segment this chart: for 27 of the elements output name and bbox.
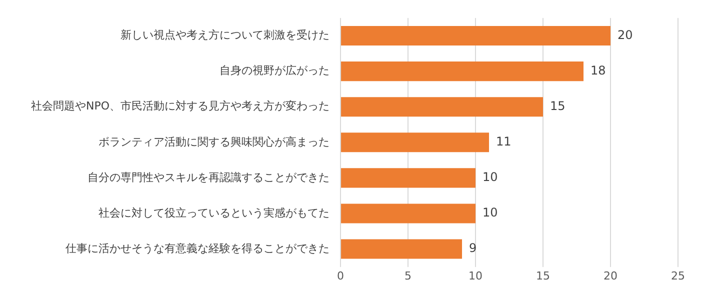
y-tick-label: ボランティア活動に関する興味関心が高まった <box>98 135 330 148</box>
y-tick-label: 仕事に活かせそうな有意義な経験を得ることができた <box>66 242 330 255</box>
y-tick-label: 自分の専門性やスキルを再認識することができた <box>88 170 330 184</box>
bar <box>341 204 476 224</box>
x-tick-label: 5 <box>404 269 412 282</box>
bar <box>341 26 611 46</box>
x-tick-label: 15 <box>536 269 550 282</box>
y-tick-label: 社会に対して役立っているという実感がもてた <box>98 206 330 220</box>
x-tick-label: 20 <box>604 269 618 282</box>
bar <box>341 132 490 152</box>
y-tick-label: 新しい視点や考え方について刺激を受けた <box>120 28 330 42</box>
data-label: 20 <box>618 28 633 42</box>
x-tick-label: 25 <box>671 269 685 282</box>
data-label: 10 <box>482 170 498 184</box>
x-tick-label: 0 <box>337 269 344 282</box>
data-label: 11 <box>496 134 512 149</box>
y-tick-label: 自身の視野が広がった <box>220 64 330 78</box>
bar <box>341 168 476 188</box>
y-tick-label: 社会問題やNPO、市民活動に対する見方や考え方が変わった <box>30 100 330 113</box>
bar <box>341 62 584 82</box>
x-tick-label: 10 <box>468 269 483 282</box>
bar <box>341 239 462 259</box>
data-label: 18 <box>590 63 606 78</box>
data-label: 9 <box>469 241 477 256</box>
data-label: 10 <box>482 206 498 220</box>
data-label: 15 <box>550 98 566 113</box>
bar <box>341 97 544 117</box>
